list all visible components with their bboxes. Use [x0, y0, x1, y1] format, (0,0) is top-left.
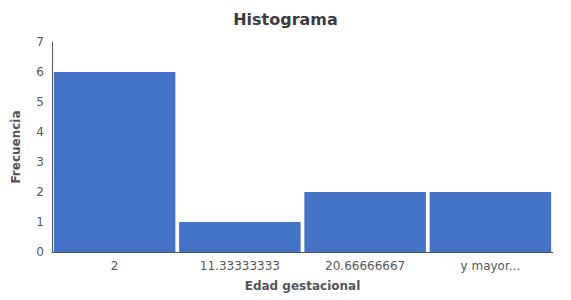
svg-text:4: 4	[36, 125, 44, 139]
svg-text:2: 2	[36, 185, 44, 199]
svg-text:11.33333333: 11.33333333	[200, 259, 280, 273]
svg-text:1: 1	[36, 215, 44, 229]
svg-text:5: 5	[36, 95, 44, 109]
svg-text:7: 7	[36, 35, 44, 49]
svg-text:3: 3	[36, 155, 44, 169]
svg-text:Edad gestacional: Edad gestacional	[245, 279, 361, 293]
svg-text:2: 2	[111, 259, 119, 273]
svg-text:20.66666667: 20.66666667	[325, 259, 405, 273]
svg-text:0: 0	[36, 245, 44, 259]
svg-text:y mayor...: y mayor...	[461, 259, 521, 273]
svg-text:Histograma: Histograma	[233, 10, 338, 29]
svg-text:Frecuencia: Frecuencia	[9, 110, 23, 183]
svg-text:6: 6	[36, 65, 44, 79]
